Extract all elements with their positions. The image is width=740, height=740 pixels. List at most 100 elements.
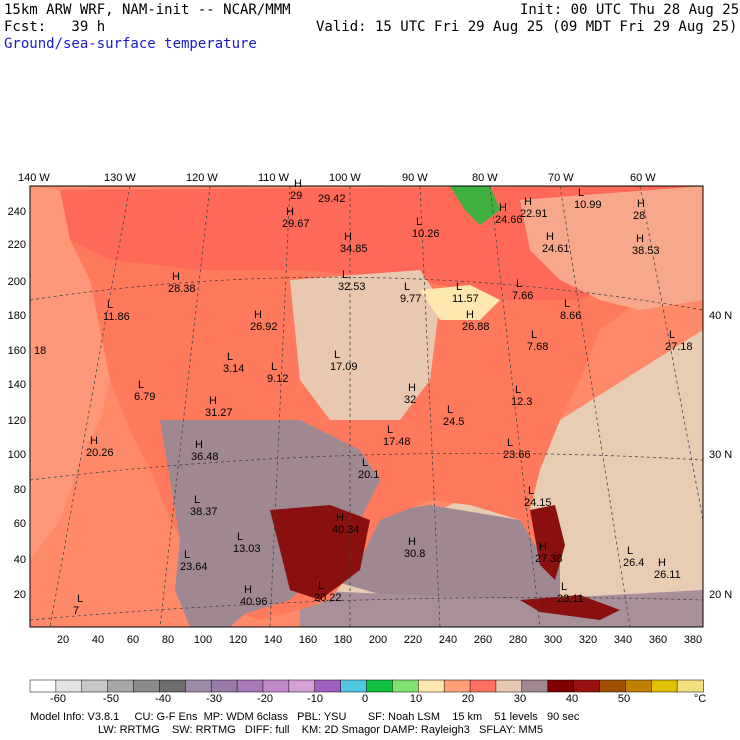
colorbar-swatch	[547, 679, 575, 693]
extremum-value: 8.66	[560, 310, 581, 322]
colorbar-label: 30	[513, 693, 527, 705]
extremum-type: H	[336, 512, 344, 524]
field-name: Ground/sea-surface temperature	[4, 36, 257, 52]
extremum-value: 13.03	[233, 543, 261, 555]
y-tick: 160	[8, 345, 26, 357]
x-tick: 200	[369, 634, 387, 646]
extremum-type: H	[539, 541, 547, 553]
extremum-value: 7	[73, 605, 79, 617]
model-title: 15km ARW WRF, NAM-init -- NCAR/MMM	[4, 2, 291, 18]
extrema-labels: H29 29.42H29.67H34.85L10.26H24.66H22.91L1…	[34, 178, 693, 617]
x-tick: 300	[544, 634, 562, 646]
gulf-of-mexico	[330, 505, 560, 610]
extremum-type: H	[294, 178, 302, 190]
extremum-type: H	[636, 233, 644, 245]
hot-florida	[530, 505, 565, 580]
extremum-value: 11.86	[103, 311, 130, 323]
y-tick: 120	[8, 415, 26, 427]
colorbar-swatch	[185, 679, 212, 693]
lon-label: 120 W	[186, 172, 218, 184]
extremum-type: H	[658, 557, 666, 569]
extremum-value: 27.38	[535, 553, 563, 565]
extremum-type: H	[254, 309, 262, 321]
extremum-type: L	[227, 351, 233, 363]
extremum-value: 17.09	[330, 361, 358, 373]
cold-spot-north	[450, 186, 500, 225]
valid-time: Valid: 15 UTC Fri 29 Aug 25 (09 MDT Fri …	[316, 19, 738, 35]
extremum-value: 20.26	[86, 447, 114, 459]
colorbar-swatch	[107, 679, 135, 693]
extremum-type: L	[627, 545, 633, 557]
colorbar	[29, 679, 704, 693]
x-tick: 40	[92, 634, 104, 646]
extremum-value: 40.34	[332, 524, 360, 536]
extremum-type: L	[447, 404, 453, 416]
colorbar-label: 0	[361, 693, 369, 705]
lat-label: 30 N	[709, 449, 732, 461]
extremum-type: L	[318, 580, 324, 592]
lat-label: 40 N	[709, 310, 732, 322]
colorbar-swatch	[81, 679, 109, 693]
extremum-value: 20.22	[314, 592, 342, 604]
lon-label: 60 W	[630, 172, 656, 184]
colorbar-swatch	[210, 679, 238, 693]
colorbar-label: -10	[307, 693, 323, 705]
model-info-line2: LW: RRTMG SW: RRTMG DIFF: full KM: 2D Sm…	[98, 724, 543, 736]
extremum-value: 38.53	[632, 245, 660, 257]
extremum-type: H	[408, 536, 416, 548]
colorbar-swatch	[573, 679, 601, 693]
extremum-value: 31.27	[205, 407, 233, 419]
extremum-value: 7.68	[527, 341, 548, 353]
extremum-type: H	[244, 584, 252, 596]
extremum-type: L	[107, 299, 113, 311]
extremum-value: 38.37	[190, 506, 218, 518]
lon-label: 110 W	[258, 172, 290, 184]
extremum-value: 32	[404, 394, 416, 406]
extremum-type: H	[209, 395, 217, 407]
extremum-value: 10.99	[574, 199, 602, 211]
colorbar-swatch	[340, 679, 368, 693]
lon-label: 70 W	[548, 172, 574, 184]
extremum-value: 24.5	[443, 416, 464, 428]
extremum-value: 34.85	[340, 243, 368, 255]
extremum-value: 6.79	[134, 391, 155, 403]
extremum-value: 24.15	[524, 497, 552, 509]
colorbar-swatch	[521, 679, 549, 693]
extremum-type: L	[194, 494, 200, 506]
extremum-type: L	[669, 329, 675, 341]
x-tick: 280	[509, 634, 527, 646]
extremum-type: L	[564, 298, 570, 310]
extremum-type: L	[516, 278, 522, 290]
extremum-value: 9.12	[267, 373, 288, 385]
hot-cuba	[520, 595, 620, 620]
extremum-type: L	[531, 329, 537, 341]
extremum-type: L	[387, 424, 393, 436]
extremum-value: 29.42	[318, 193, 346, 205]
x-tick: 380	[684, 634, 702, 646]
colorbar-label: 20	[461, 693, 475, 705]
y-axis-ticks: 240 220 200 180 160 140 120 100 80 60 40…	[8, 206, 26, 601]
extremum-type: H	[499, 202, 507, 214]
y-tick: 180	[8, 310, 26, 322]
x-tick: 360	[649, 634, 667, 646]
extremum-type: L	[515, 384, 521, 396]
extremum-type: H	[344, 231, 352, 243]
extremum-value: 7.66	[512, 290, 533, 302]
extremum-value: 23.66	[503, 449, 531, 461]
extremum-value: 10.26	[412, 228, 440, 240]
colorbar-label: -40	[155, 693, 171, 705]
extremum-type: H	[195, 439, 203, 451]
colorbar-swatch	[495, 679, 523, 693]
lon-label: 90 W	[402, 172, 428, 184]
forecast-hour: Fcst: 39 h	[4, 19, 106, 35]
extremum-type: L	[528, 485, 534, 497]
colorbar-swatch	[262, 679, 290, 693]
y-tick: 60	[14, 518, 26, 530]
colorbar-swatch	[392, 679, 420, 693]
x-tick: 100	[194, 634, 212, 646]
extremum-value: 26.4	[623, 557, 644, 569]
extremum-type: H	[408, 382, 416, 394]
extremum-value: 32.53	[338, 281, 366, 293]
colorbar-swatch	[366, 679, 394, 693]
